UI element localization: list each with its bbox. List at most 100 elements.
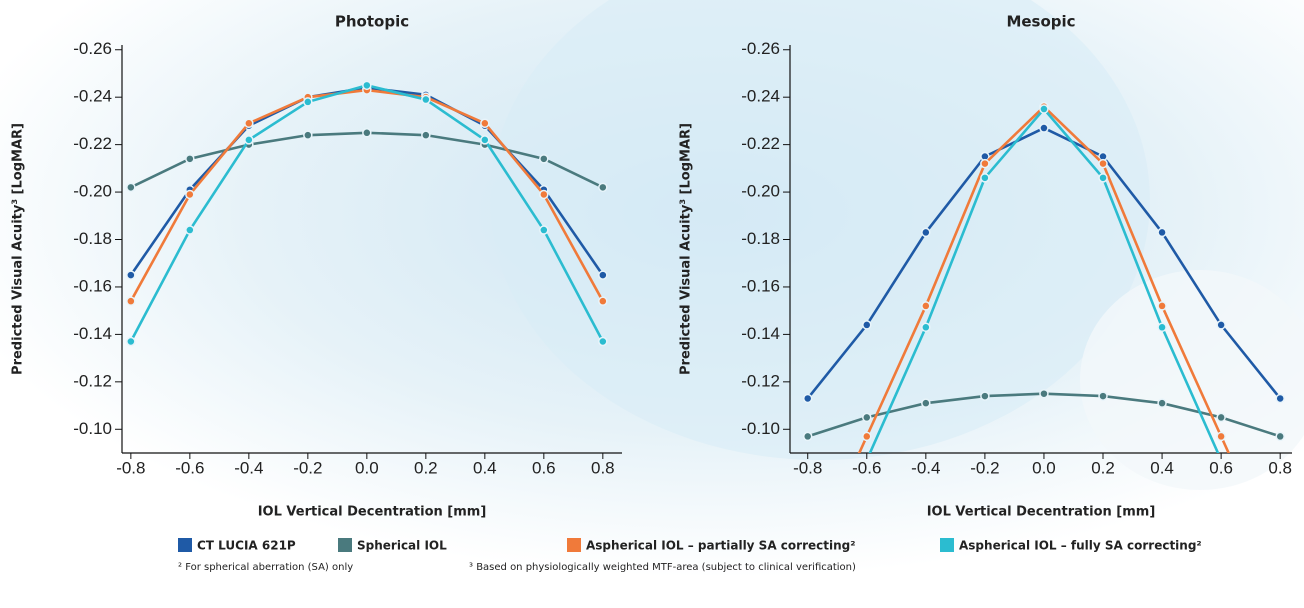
x-tick-label: -0.2 — [970, 458, 999, 477]
data-point — [980, 158, 990, 169]
data-point — [362, 80, 372, 91]
data-point — [980, 173, 990, 183]
background-shape — [1080, 270, 1304, 490]
data-point — [1275, 431, 1285, 442]
data-point — [1039, 104, 1049, 114]
data-point — [1157, 227, 1167, 238]
x-tick-label: 0.0 — [1032, 458, 1056, 477]
data-point — [480, 118, 490, 129]
data-point — [921, 301, 931, 311]
data-point — [862, 412, 872, 423]
legend-swatch — [178, 538, 192, 552]
x-tick-label: 0.6 — [532, 458, 556, 477]
y-tick-label: -0.26 — [73, 39, 112, 58]
y-tick-label: -0.10 — [73, 419, 112, 438]
y-axis-label: Predicted Visual Acuity³ [LogMAR] — [11, 123, 26, 375]
legend-label: Spherical IOL — [357, 539, 447, 553]
data-point — [126, 182, 136, 193]
x-tick-label: -0.8 — [793, 458, 822, 477]
legend: CT LUCIA 621P Spherical IOL Aspherical IOL… — [178, 538, 1202, 553]
data-point — [539, 154, 549, 164]
x-tick-label: -0.4 — [911, 458, 940, 477]
data-point — [126, 336, 136, 347]
data-point — [362, 128, 372, 138]
chart-title: Mesopic — [1006, 13, 1075, 31]
x-tick-label: -0.4 — [234, 458, 263, 477]
chart: Mesopic -0.10 -0.12 -0.14 -0.16 -0.18 -0.20 -0.… — [679, 13, 1293, 520]
y-tick-label: -0.20 — [741, 182, 780, 201]
x-axis-label: IOL Vertical Decentration [mm] — [927, 505, 1156, 520]
data-point — [1275, 393, 1285, 404]
data-point — [1216, 320, 1226, 330]
y-tick-label: -0.18 — [741, 229, 780, 248]
x-tick-label: 0.8 — [1268, 458, 1292, 477]
y-axis-label: Predicted Visual Acuity³ [LogMAR] — [679, 123, 694, 375]
data-point — [1157, 398, 1167, 408]
data-point — [1039, 123, 1049, 133]
data-point — [802, 393, 813, 404]
data-point — [598, 182, 608, 193]
data-point — [1216, 431, 1226, 442]
y-tick-label: -0.26 — [741, 39, 780, 58]
x-tick-label: 0.0 — [355, 458, 379, 477]
data-point — [421, 94, 431, 105]
y-tick-label: -0.20 — [73, 182, 112, 201]
y-tick-label: -0.10 — [741, 419, 780, 438]
y-tick-label: -0.22 — [73, 134, 112, 153]
data-point — [539, 189, 549, 200]
data-point — [1039, 388, 1049, 399]
x-tick-label: 0.4 — [473, 458, 497, 477]
footnote: ² For spherical aberration (SA) only — [178, 562, 353, 573]
legend-swatch — [940, 538, 954, 552]
data-point — [598, 296, 608, 306]
y-tick-label: -0.12 — [741, 371, 780, 390]
data-point — [185, 225, 195, 235]
x-tick-label: -0.8 — [116, 458, 145, 477]
legend-swatch — [567, 538, 581, 552]
data-point — [126, 296, 136, 306]
x-tick-label: 0.8 — [591, 458, 615, 477]
legend-label: Aspherical IOL – partially SA correcting… — [586, 539, 855, 553]
data-point — [921, 227, 931, 238]
data-point — [862, 320, 872, 330]
footnote: ³ Based on physiologically weighted MTF-… — [469, 562, 856, 573]
data-point — [421, 130, 431, 140]
data-point — [539, 225, 549, 235]
x-tick-label: -0.6 — [175, 458, 204, 477]
y-tick-label: -0.12 — [73, 371, 112, 390]
x-tick-label: -0.6 — [852, 458, 881, 477]
data-point — [185, 189, 195, 200]
plot-area — [126, 80, 608, 347]
y-tick-label: -0.18 — [73, 229, 112, 248]
legend-label: CT LUCIA 621P — [197, 539, 296, 553]
data-point — [921, 322, 931, 333]
y-tick-label: -0.24 — [73, 87, 112, 106]
background-shape — [490, 0, 1150, 460]
data-point — [1157, 322, 1167, 333]
legend-swatch — [338, 538, 352, 552]
x-tick-label: 0.6 — [1209, 458, 1233, 477]
data-point — [802, 431, 813, 442]
data-point — [126, 270, 136, 280]
data-point — [1098, 158, 1108, 169]
data-point — [303, 130, 313, 140]
y-tick-label: -0.24 — [741, 87, 780, 106]
data-point — [598, 270, 608, 280]
chart: Photopic -0.10 -0.12 -0.14 -0.16 -0.18 -0.20 -0… — [11, 13, 622, 520]
y-tick-label: -0.16 — [73, 276, 112, 295]
x-tick-label: -0.2 — [293, 458, 322, 477]
x-axis-label: IOL Vertical Decentration [mm] — [258, 505, 487, 520]
x-tick-label: 0.2 — [1091, 458, 1115, 477]
chart-title: Photopic — [335, 13, 409, 31]
data-point — [303, 97, 313, 107]
data-point — [921, 398, 931, 408]
data-point — [185, 154, 195, 164]
y-tick-label: -0.14 — [73, 324, 112, 343]
data-point — [1098, 173, 1108, 183]
data-point — [1098, 391, 1108, 401]
data-point — [980, 391, 990, 401]
data-point — [1216, 412, 1226, 423]
plot-area — [802, 101, 1285, 453]
x-tick-label: 0.2 — [414, 458, 438, 477]
